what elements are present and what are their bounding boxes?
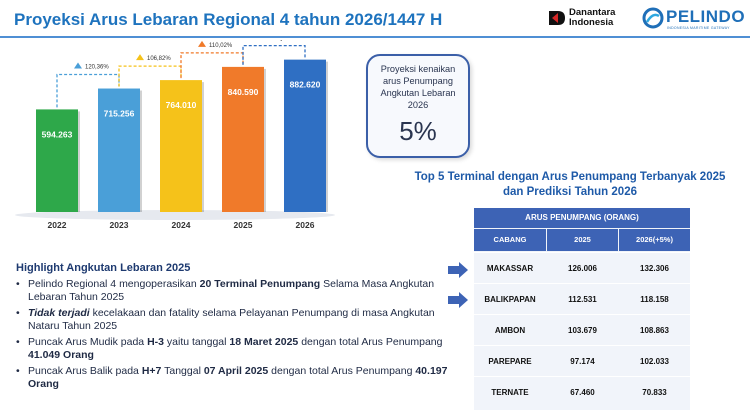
- table-row: BALIKPAPAN 112.531 118.158: [474, 283, 690, 314]
- table-cell-cabang: MAKASSAR: [486, 264, 534, 273]
- table-cell-2026: 118.158: [640, 295, 669, 304]
- table-cell-cabang: TERNATE: [491, 388, 529, 397]
- bar-value-label: 882.620: [290, 80, 321, 90]
- table-cell-cabang: PAREPARE: [488, 357, 532, 366]
- bullet: •: [16, 307, 20, 319]
- table-cell-2025: 97.174: [570, 357, 595, 366]
- bar-value-label: 840.590: [228, 87, 259, 97]
- title-divider: [0, 36, 750, 38]
- growth-connector: [180, 52, 244, 79]
- table-cell-2025: 126.006: [568, 264, 597, 273]
- table-cell-2025: 103.679: [568, 326, 597, 335]
- growth-label: Proyeksi 105%: [271, 40, 312, 42]
- bar-value-label: 715.256: [104, 109, 135, 119]
- highlight-text-bold: 20 Terminal Penumpang: [199, 278, 321, 290]
- highlight-text: dengan total Arus Penumpang: [298, 336, 443, 348]
- bar: [160, 80, 202, 212]
- x-tick-label: 2024: [172, 220, 191, 230]
- table-cell-2025: 67.460: [570, 388, 595, 397]
- projection-value: 5%: [399, 116, 437, 146]
- table-header-cabang: CABANG: [474, 229, 546, 251]
- highlight-text: kecelakaan dan fatality selama Pelayanan…: [28, 307, 435, 332]
- bar: [222, 66, 264, 212]
- chart-floor: [15, 210, 335, 220]
- arrow-right-icon: [448, 262, 468, 278]
- table-cell-2026: 70.833: [642, 388, 667, 397]
- table-row: AMBON 103.679 108.863: [474, 314, 690, 345]
- pelindo-logo-text: PELINDO: [666, 7, 746, 26]
- highlight-text-bold: 07 April 2025: [203, 365, 269, 377]
- table-super-header: ARUS PENUMPANG (ORANG): [474, 208, 690, 228]
- danantara-logo-line1: Danantara: [569, 7, 616, 18]
- highlight-text-bold: Tidak terjadi: [28, 307, 90, 319]
- highlight-text-bold: H-3: [147, 336, 164, 348]
- highlight-text: Puncak Arus Mudik pada: [28, 336, 148, 348]
- bar: [36, 109, 78, 212]
- highlight-list: • Pelindo Regional 4 mengoperasikan 20 Te…: [16, 278, 456, 394]
- pelindo-logo-icon: [642, 7, 664, 29]
- highlight-text: Tanggal: [161, 365, 204, 377]
- pelindo-logo: PELINDO INDONESIA MARITIME GATEWAY: [642, 6, 748, 34]
- list-item: • Tidak terjadi kecelakaan dan fatality s…: [16, 307, 456, 332]
- highlight-text: Selama Masa Angkutan Lebaran Tahun 2025: [28, 278, 435, 303]
- projection-label: Proyeksi kenaikan arus Penumpang Angkuta…: [380, 64, 456, 110]
- table-cell-cabang: BALIKPAPAN: [484, 295, 536, 304]
- table-row: PAREPARE 97.174 102.033: [474, 345, 690, 376]
- growth-triangle-icon: [198, 40, 206, 47]
- growth-triangle-icon: [74, 62, 82, 69]
- highlight-text: yaitu tanggal: [164, 336, 230, 348]
- highlight-title: Highlight Angkutan Lebaran 2025: [16, 262, 191, 274]
- arrow-right-icon: [448, 292, 468, 308]
- table-header-2026: 2026(+5%): [619, 229, 690, 251]
- table-cell-cabang: AMBON: [494, 326, 526, 335]
- projection-box: Proyeksi kenaikan arus Penumpang Angkuta…: [366, 54, 470, 158]
- list-item: • Pelindo Regional 4 mengoperasikan 20 Te…: [16, 278, 456, 303]
- growth-connector: [118, 65, 182, 87]
- bullet: •: [16, 336, 20, 348]
- highlight-text: Puncak Arus Balik pada: [28, 365, 142, 377]
- list-item: • Puncak Arus Balik pada H+7 Tanggal 07 A…: [16, 365, 456, 390]
- bar: [98, 88, 140, 212]
- pelindo-logo-tagline: INDONESIA MARITIME GATEWAY: [667, 26, 730, 30]
- highlight-text-bold: 41.049 Orang: [28, 348, 94, 361]
- x-tick-label: 2026: [296, 220, 315, 230]
- table-cell-2026: 108.863: [640, 326, 669, 335]
- danantara-logo-icon: [549, 11, 565, 25]
- top5-title-line2: dan Prediksi Tahun 2026: [502, 186, 637, 198]
- bar-chart: 594.263 2022 715.256 2023 764.010 2024 840.590…: [15, 40, 335, 230]
- bullet: •: [16, 278, 20, 290]
- table-header-2025: 2025: [547, 229, 618, 251]
- bar: [284, 59, 326, 213]
- growth-label: 120,36%: [85, 65, 109, 71]
- table-cell-2026: 132.306: [640, 264, 669, 273]
- bar-value-label: 764.010: [166, 100, 197, 110]
- growth-connector: [242, 44, 306, 65]
- highlight-text-bold: H+7: [141, 365, 162, 377]
- top5-table: ARUS PENUMPANG (ORANG) CABANG 2025 2026(…: [474, 208, 690, 410]
- table-cell-2026: 102.033: [640, 357, 669, 366]
- highlight-text-bold: 18 Maret 2025: [229, 336, 299, 348]
- growth-triangle-icon: [136, 54, 144, 61]
- table-row: MAKASSAR 126.006 132.306: [474, 252, 690, 283]
- danantara-logo: Danantara Indonesia: [548, 6, 638, 32]
- growth-label: 110,02%: [209, 43, 233, 49]
- x-tick-label: 2025: [234, 220, 253, 230]
- bar-value-label: 594.263: [42, 129, 73, 139]
- highlight-text-bold: 40.197 Orang: [28, 365, 448, 390]
- x-tick-label: 2023: [110, 220, 129, 230]
- top5-title-line1: Top 5 Terminal dengan Arus Penumpang Ter…: [414, 171, 726, 183]
- bullet: •: [16, 365, 20, 377]
- top5-title: Top 5 Terminal dengan Arus Penumpang Ter…: [400, 170, 740, 200]
- growth-label: 106,82%: [147, 56, 171, 62]
- table-cell-2025: 112.531: [568, 295, 597, 304]
- page-title: Proyeksi Arus Lebaran Regional 4 tahun 2…: [14, 10, 443, 29]
- list-item: • Puncak Arus Mudik pada H-3 yaitu tangga…: [16, 336, 456, 361]
- highlight-text: Pelindo Regional 4 mengoperasikan: [28, 278, 200, 290]
- danantara-logo-line2: Indonesia: [569, 17, 614, 28]
- highlight-text: dengan total Arus Penumpang: [268, 365, 416, 377]
- x-tick-label: 2022: [48, 220, 67, 230]
- table-row: TERNATE 67.460 70.833: [474, 376, 690, 407]
